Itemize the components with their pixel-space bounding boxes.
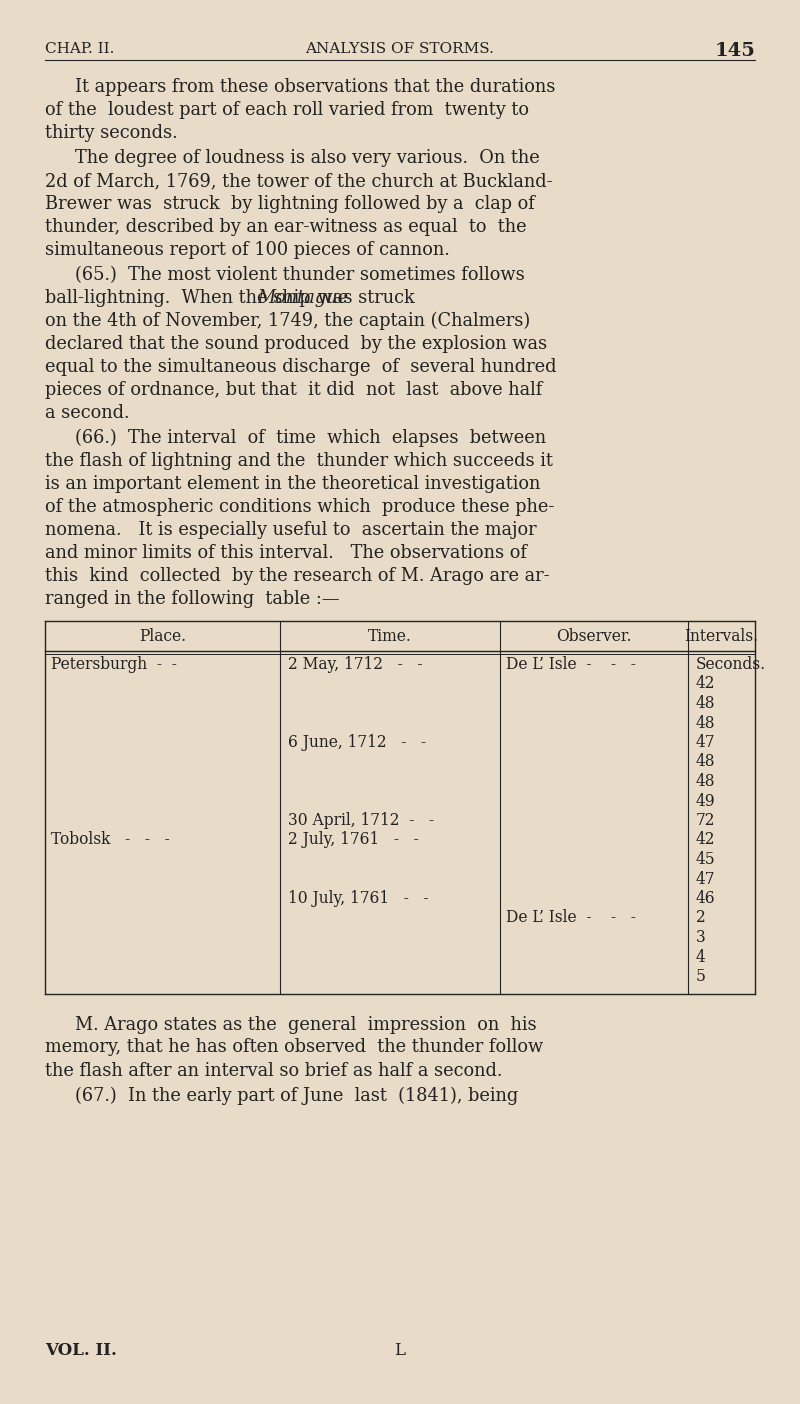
Text: memory, that he has often observed  the thunder follow: memory, that he has often observed the t…	[45, 1039, 543, 1056]
Text: The degree of loudness is also very various.  On the: The degree of loudness is also very vari…	[75, 149, 540, 167]
Text: CHAP. II.: CHAP. II.	[45, 42, 114, 56]
Text: 47: 47	[696, 734, 715, 751]
Text: 47: 47	[696, 870, 715, 887]
Text: 2 May, 1712   -   -: 2 May, 1712 - -	[288, 656, 422, 673]
Text: a second.: a second.	[45, 404, 130, 423]
Text: 3: 3	[696, 929, 706, 946]
Text: 6 June, 1712   -   -: 6 June, 1712 - -	[288, 734, 426, 751]
Text: 2d of March, 1769, the tower of the church at Buckland-: 2d of March, 1769, the tower of the chur…	[45, 173, 553, 190]
Text: 5: 5	[696, 967, 706, 986]
Text: 48: 48	[696, 695, 715, 712]
Text: Brewer was  struck  by lightning followed by a  clap of: Brewer was struck by lightning followed …	[45, 195, 535, 213]
Text: 145: 145	[714, 42, 755, 60]
Text: Montague: Montague	[258, 289, 349, 307]
Text: 46: 46	[696, 890, 716, 907]
Text: of the  loudest part of each roll varied from  twenty to: of the loudest part of each roll varied …	[45, 101, 529, 119]
Text: 4: 4	[696, 949, 706, 966]
Text: Tobolsk   -   -   -: Tobolsk - - -	[51, 831, 170, 848]
Text: 10 July, 1761   -   -: 10 July, 1761 - -	[288, 890, 429, 907]
Text: on the 4th of November, 1749, the captain (Chalmers): on the 4th of November, 1749, the captai…	[45, 312, 530, 330]
Text: pieces of ordnance, but that  it did  not  last  above half: pieces of ordnance, but that it did not …	[45, 380, 542, 399]
Text: 72: 72	[696, 812, 715, 828]
Text: 49: 49	[696, 792, 716, 810]
Text: 45: 45	[696, 851, 716, 868]
Text: De L’ Isle  -    -   -: De L’ Isle - - -	[506, 656, 636, 673]
Text: Time.: Time.	[368, 628, 412, 644]
Text: the flash after an interval so brief as half a second.: the flash after an interval so brief as …	[45, 1061, 502, 1080]
Text: ranged in the following  table :—: ranged in the following table :—	[45, 590, 340, 608]
Text: is an important element in the theoretical investigation: is an important element in the theoretic…	[45, 475, 540, 493]
Text: VOL. II.: VOL. II.	[45, 1342, 117, 1359]
Text: 48: 48	[696, 754, 715, 771]
Text: Intervals.: Intervals.	[685, 628, 758, 644]
Text: thunder, described by an ear-witness as equal  to  the: thunder, described by an ear-witness as …	[45, 218, 526, 236]
Text: 2: 2	[696, 910, 706, 927]
Text: Place.: Place.	[139, 628, 186, 644]
Text: (65.)  The most violent thunder sometimes follows: (65.) The most violent thunder sometimes…	[75, 265, 525, 284]
Text: ANALYSIS OF STORMS.: ANALYSIS OF STORMS.	[306, 42, 494, 56]
Text: ball-lightning.  When the ship: ball-lightning. When the ship	[45, 289, 316, 307]
Text: declared that the sound produced  by the explosion was: declared that the sound produced by the …	[45, 336, 547, 352]
Text: L: L	[394, 1342, 406, 1359]
Text: nomena.   It is especially useful to  ascertain the major: nomena. It is especially useful to ascer…	[45, 521, 537, 539]
Text: M. Arago states as the  general  impression  on  his: M. Arago states as the general impressio…	[75, 1015, 537, 1033]
Text: (66.)  The interval  of  time  which  elapses  between: (66.) The interval of time which elapses…	[75, 430, 546, 448]
Text: thirty seconds.: thirty seconds.	[45, 124, 178, 142]
Text: equal to the simultaneous discharge  of  several hundred: equal to the simultaneous discharge of s…	[45, 358, 557, 376]
Text: Petersburgh  -  -: Petersburgh - -	[51, 656, 177, 673]
Text: (67.)  In the early part of June  last  (1841), being: (67.) In the early part of June last (18…	[75, 1087, 518, 1105]
Text: the flash of lightning and the  thunder which succeeds it: the flash of lightning and the thunder w…	[45, 452, 553, 470]
Text: 2 July, 1761   -   -: 2 July, 1761 - -	[288, 831, 418, 848]
Text: 48: 48	[696, 715, 715, 731]
Text: 42: 42	[696, 831, 715, 848]
Text: was struck: was struck	[312, 289, 415, 307]
Text: simultaneous report of 100 pieces of cannon.: simultaneous report of 100 pieces of can…	[45, 241, 450, 258]
Text: Observer.: Observer.	[556, 628, 632, 644]
Text: De L’ Isle  -    -   -: De L’ Isle - - -	[506, 910, 636, 927]
Text: 30 April, 1712  -   -: 30 April, 1712 - -	[288, 812, 434, 828]
Text: and minor limits of this interval.   The observations of: and minor limits of this interval. The o…	[45, 543, 527, 562]
Text: of the atmospheric conditions which  produce these phe-: of the atmospheric conditions which prod…	[45, 498, 554, 517]
Text: 42: 42	[696, 675, 715, 692]
Text: 48: 48	[696, 774, 715, 790]
Text: Seconds.: Seconds.	[696, 656, 766, 673]
Text: It appears from these observations that the durations: It appears from these observations that …	[75, 79, 555, 95]
Text: this  kind  collected  by the research of M. Arago are ar-: this kind collected by the research of M…	[45, 567, 550, 585]
